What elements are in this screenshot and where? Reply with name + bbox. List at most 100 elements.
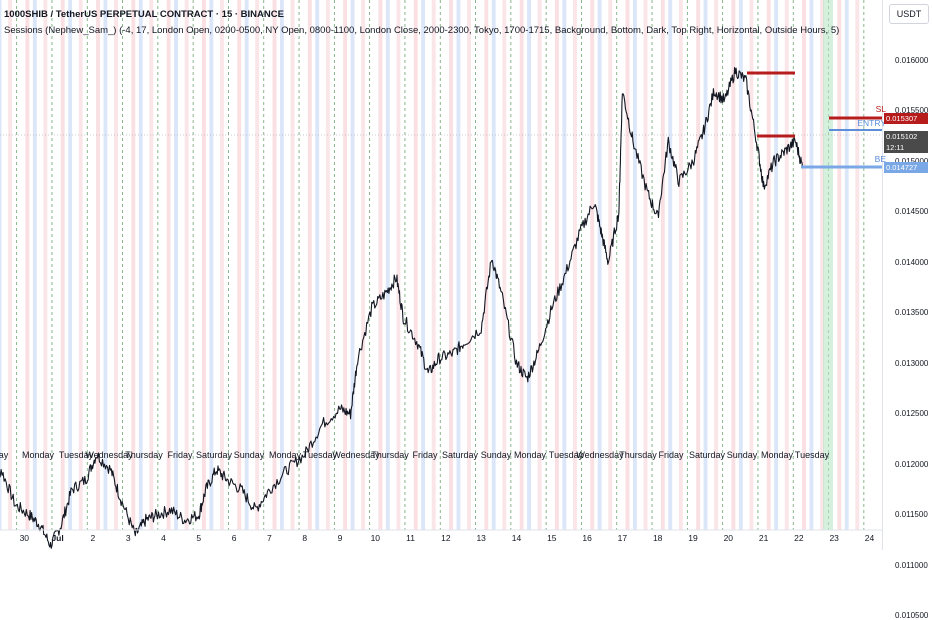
london-close-band	[714, 0, 719, 530]
ny-session-band	[774, 0, 779, 530]
price-axis-label: 0.010500	[895, 611, 929, 620]
ny-session-band	[421, 0, 426, 530]
date-label: 5	[196, 533, 201, 543]
date-label: 3	[126, 533, 131, 543]
date-label: 13	[476, 533, 486, 543]
date-label: 9	[338, 533, 343, 543]
day-label: Thursday	[619, 450, 657, 460]
london-close-band	[396, 0, 401, 530]
price-axis-label: 0.014500	[895, 207, 929, 216]
date-label: 20	[724, 533, 734, 543]
day-label: Wednesday	[576, 450, 624, 460]
london-session-band	[378, 0, 383, 530]
ny-session-band	[350, 0, 355, 530]
london-close-band	[537, 0, 542, 530]
london-session-band	[237, 0, 242, 530]
london-session-band	[802, 0, 806, 530]
london-session-band	[96, 0, 100, 530]
london-session-band	[413, 0, 418, 530]
ny-session-band	[315, 0, 320, 530]
london-close-band	[678, 0, 683, 530]
ny-session-band	[562, 0, 567, 530]
ny-session-band	[491, 0, 496, 530]
ny-session-band	[174, 0, 178, 530]
ny-session-band	[527, 0, 531, 530]
london-session-band	[449, 0, 453, 530]
london-close-band	[78, 0, 83, 530]
london-session-band	[590, 0, 595, 530]
london-close-band	[8, 0, 13, 530]
london-session-band	[660, 0, 665, 530]
london-close-band	[572, 0, 577, 530]
date-label: 10	[371, 533, 381, 543]
london-close-band	[431, 0, 436, 530]
be-price-badge: 0.014727	[884, 162, 928, 173]
london-session-band	[166, 0, 171, 530]
date-label: Jul	[51, 533, 63, 543]
price-axis-label: 0.014000	[895, 257, 929, 267]
london-session-band	[201, 0, 206, 530]
price-axis-label: 0.011000	[895, 560, 928, 570]
date-label: 11	[406, 533, 415, 543]
date-label: 17	[618, 533, 628, 543]
date-label: 4	[161, 533, 166, 543]
london-close-band	[608, 0, 613, 530]
date-label: 16	[582, 533, 592, 543]
day-label: Saturday	[442, 450, 479, 460]
price-axis-label: 0.013000	[895, 358, 929, 368]
date-label: 7	[267, 533, 272, 543]
day-label: Friday	[167, 450, 193, 460]
last-price-badge: 0.015102	[884, 131, 928, 142]
tokyo-session-band	[823, 0, 833, 530]
london-session-band	[343, 0, 348, 530]
day-label: Monday	[514, 450, 547, 460]
ny-session-band	[668, 0, 673, 530]
day-label: Saturday	[196, 450, 233, 460]
chart-area[interactable]: idayMondayTuesdayWednesdayThursdayFriday…	[0, 0, 882, 550]
ny-session-band	[597, 0, 602, 530]
day-label: Saturday	[689, 450, 726, 460]
ny-session-band	[703, 0, 708, 530]
london-session-band	[837, 0, 842, 530]
london-close-band	[325, 0, 330, 530]
date-label: 19	[688, 533, 698, 543]
price-axis-label: 0.011500	[895, 510, 928, 519]
day-label: Wednesday	[332, 450, 380, 460]
london-session-band	[731, 0, 736, 530]
currency-button[interactable]: USDT	[889, 4, 929, 24]
sessions-indicator-legend[interactable]: Sessions (Nephew_Sam_) (-4, 17, London O…	[4, 25, 840, 36]
price-series-line	[0, 66, 803, 549]
date-label: 22	[794, 533, 804, 543]
date-label: 2	[91, 533, 96, 543]
ny-session-band	[68, 0, 73, 530]
chart-canvas[interactable]: idayMondayTuesdayWednesdayThursdayFriday…	[0, 0, 882, 550]
day-label: Tuesday	[303, 450, 338, 460]
price-axis-label: 0.016000	[895, 55, 929, 65]
date-label: 30	[20, 533, 30, 543]
day-label: Tuesday	[59, 450, 94, 460]
london-close-band	[784, 0, 789, 530]
day-label: iday	[0, 450, 9, 460]
ny-session-band	[385, 0, 390, 530]
london-session-band	[131, 0, 136, 530]
date-label: 24	[865, 533, 875, 543]
ny-session-band	[279, 0, 284, 530]
ny-session-band	[209, 0, 214, 530]
london-close-band	[467, 0, 471, 530]
sl-price-badge: 0.015307	[884, 113, 928, 124]
date-label: 21	[759, 533, 769, 543]
date-label: 12	[441, 533, 451, 543]
price-axis[interactable]: 0.016000 0.015500 0.015000 0.014500 0.014000…	[882, 0, 932, 620]
ny-session-band	[138, 0, 143, 530]
day-label: Tuesday	[795, 450, 830, 460]
date-label: 18	[653, 533, 663, 543]
london-close-band	[43, 0, 48, 530]
price-axis-label: 0.015500	[895, 106, 929, 115]
day-label: Monday	[761, 450, 794, 460]
date-label: 23	[829, 533, 839, 543]
day-label: Friday	[658, 450, 684, 460]
london-session-band	[307, 0, 312, 530]
day-label: Monday	[269, 450, 302, 460]
day-label: Thursday	[371, 450, 409, 460]
be-tag: BE	[874, 154, 886, 164]
